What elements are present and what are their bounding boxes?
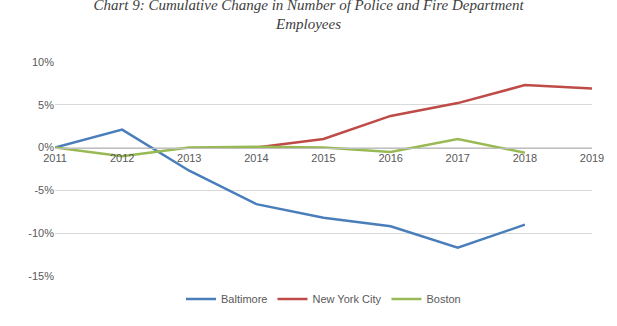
svg-text:2015: 2015 [311, 152, 335, 164]
svg-text:2017: 2017 [446, 152, 470, 164]
svg-text:Baltimore: Baltimore [221, 293, 267, 305]
svg-text:New York City: New York City [312, 293, 381, 305]
svg-text:0%: 0% [38, 141, 54, 153]
svg-text:2011: 2011 [43, 152, 67, 164]
svg-text:10%: 10% [32, 56, 54, 68]
svg-text:Boston: Boston [426, 293, 460, 305]
svg-text:-10%: -10% [28, 227, 54, 239]
svg-text:2014: 2014 [244, 152, 268, 164]
svg-text:2013: 2013 [177, 152, 201, 164]
svg-text:Chart 9: Cumulative Change in: Chart 9: Cumulative Change in Number of … [93, 0, 524, 32]
svg-text:-15%: -15% [28, 270, 54, 282]
svg-text:2018: 2018 [513, 152, 537, 164]
svg-text:2019: 2019 [580, 152, 604, 164]
svg-text:2016: 2016 [378, 152, 402, 164]
svg-text:2012: 2012 [110, 152, 134, 164]
svg-text:5%: 5% [38, 99, 54, 111]
svg-text:-5%: -5% [34, 184, 54, 196]
